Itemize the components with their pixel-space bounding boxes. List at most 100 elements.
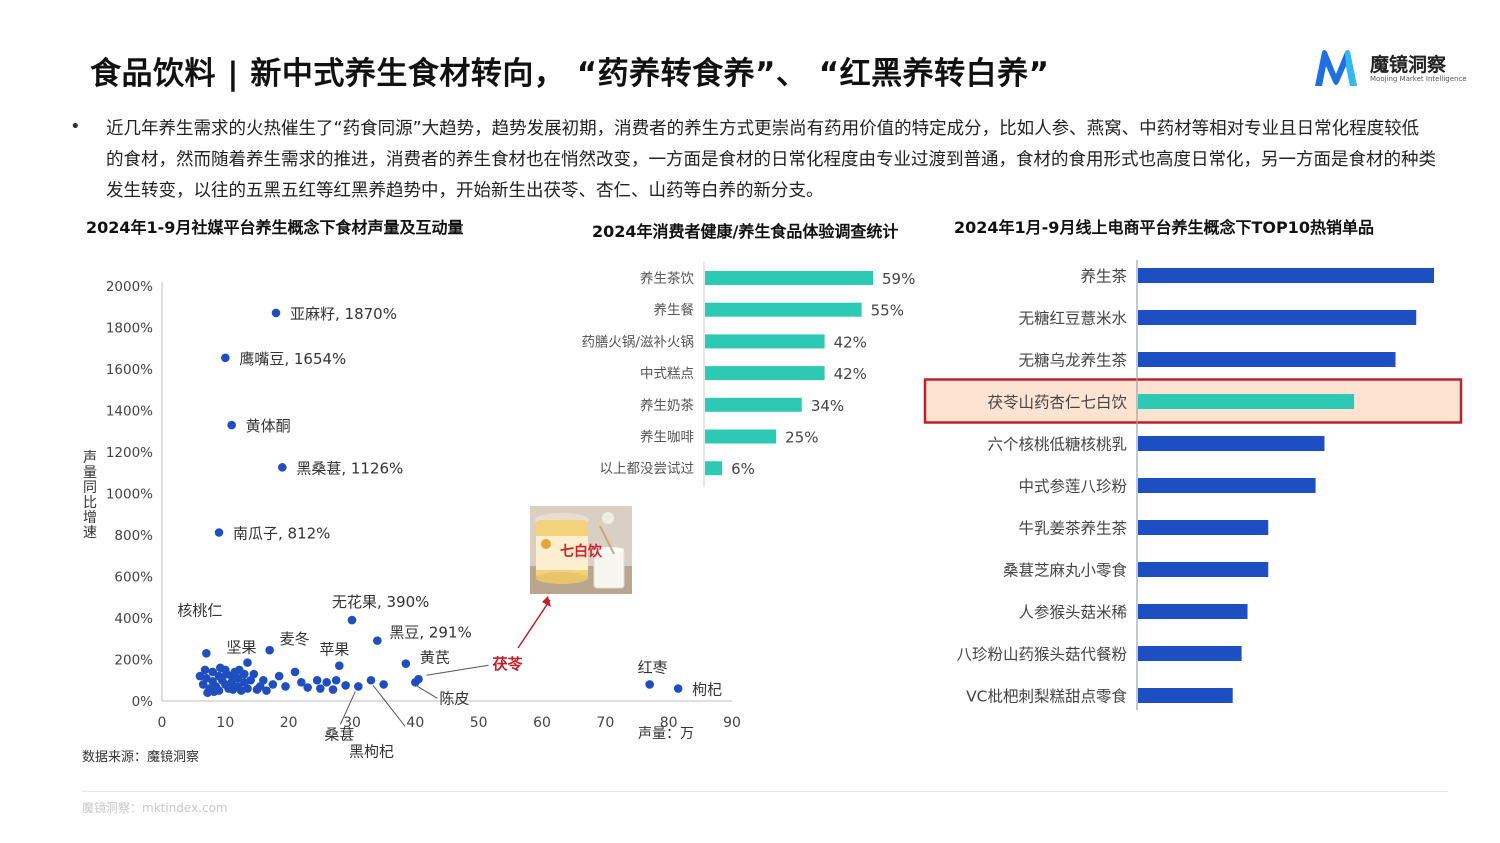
scatter-point-label: 坚果: [227, 639, 257, 657]
scatter-x-tick-label: 10: [216, 715, 234, 731]
scatter-point: [252, 685, 262, 694]
scatter-y-tick-label: 400%: [114, 611, 153, 627]
scatter-point: [335, 661, 344, 671]
scatter-point: [303, 683, 312, 692]
scatter-y-axis-label: 声量同比增速: [83, 450, 97, 541]
scatter-point-label: 黑桑葚, 1126%: [296, 459, 403, 477]
logo-mark-icon: [1315, 50, 1357, 86]
scatter-point: [202, 648, 211, 658]
product-photo-label: 七白饮: [560, 543, 603, 560]
scatter-point: [227, 678, 236, 687]
scatter-point: [221, 353, 230, 363]
top10-category-label: 无糖红豆薏米水: [1018, 310, 1127, 328]
highlight-arrow-line: [517, 599, 551, 649]
scatter-x-axis-label: 声量：万: [638, 726, 694, 742]
scatter-x-tick-label: 50: [470, 715, 488, 731]
scatter-point: [328, 685, 338, 694]
scatter-point: [401, 659, 411, 668]
scatter-point: [411, 678, 420, 687]
scatter-point-label: 核桃仁: [177, 601, 222, 619]
scatter-point-label: 陈皮: [439, 689, 469, 707]
scatter-x-tick-label: 70: [596, 715, 614, 731]
top10-bar: [1138, 520, 1269, 535]
scatter-point: [271, 308, 281, 318]
survey-category-label: 药膳火锅/滋补火锅: [581, 333, 694, 350]
scatter-point: [243, 684, 252, 693]
scatter-x-tick-label: 0: [158, 715, 167, 731]
scatter-y-tick-label: 1000%: [106, 487, 153, 503]
scatter-point: [265, 645, 274, 655]
scatter-point: [373, 636, 382, 645]
scatter-x-tick-label: 90: [723, 715, 741, 731]
scatter-point: [243, 658, 252, 667]
scatter-point: [222, 669, 231, 679]
scatter-point-label: 茯苓: [493, 655, 524, 673]
top10-bar: [1138, 478, 1316, 493]
scatter-point-label: 黑豆, 291%: [389, 624, 471, 642]
scatter-point-label: 亚麻籽, 1870%: [290, 305, 397, 323]
scatter-point: [208, 667, 217, 677]
scatter-point: [347, 615, 357, 625]
scatter-chart-title: 2024年1-9月社媒平台养生概念下食材声量及互动量: [86, 218, 464, 237]
scatter-point: [312, 675, 322, 685]
scatter-point-label: 黑枸杞: [349, 742, 394, 760]
footer-text: 魔镜洞察：mktindex.com: [82, 801, 228, 815]
scatter-point: [249, 669, 259, 679]
scatter-point: [228, 685, 238, 694]
scatter-point: [233, 673, 243, 683]
scatter-leader-line: [339, 691, 356, 725]
survey-bar: [705, 366, 825, 381]
scatter-y-tick-label: 800%: [114, 528, 153, 544]
scatter-y-tick-label: 2000%: [106, 279, 153, 295]
survey-bar: [705, 429, 777, 444]
top10-bar: [1138, 562, 1269, 577]
survey-chart-title: 2024年消费者健康/养生食品体验调查统计: [592, 222, 899, 241]
scatter-y-tick-label: 0%: [132, 694, 154, 710]
scatter-point: [259, 675, 268, 685]
scatter-point: [322, 678, 331, 687]
scatter-y-tick-label: 1600%: [106, 362, 153, 378]
scatter-point-label: 麦冬: [280, 630, 310, 648]
scatter-point: [281, 682, 290, 691]
top10-category-label: 人参猴头菇米稀: [1018, 604, 1127, 622]
scatter-point: [203, 688, 212, 697]
scatter-point-label: 苹果: [319, 641, 349, 659]
survey-value-label: 34%: [811, 397, 844, 415]
scatter-point-label: 无花果, 390%: [332, 593, 429, 611]
survey-value-label: 42%: [834, 333, 867, 351]
scatter-leader-line: [426, 664, 489, 676]
product-photo: 七白饮: [530, 506, 632, 594]
top10-bar: [1138, 688, 1233, 703]
scatter-point: [645, 680, 654, 689]
page-title: 食品饮料 | 新中式养生食材转向， “药养转食养”、 “红黑养转白养”: [90, 56, 1050, 92]
scatter-point: [227, 420, 236, 430]
scatter-point-label: 黄芪: [420, 649, 450, 667]
scatter-point: [209, 687, 219, 696]
survey-category-label: 养生餐: [654, 303, 695, 319]
top10-bar: [1138, 646, 1242, 661]
survey-value-label: 42%: [834, 365, 867, 383]
top10-category-label: 中式参莲八珍粉: [1018, 478, 1127, 496]
scatter-point: [215, 663, 225, 673]
top10-category-label: 养生茶: [1080, 268, 1127, 286]
scatter-point: [316, 684, 325, 693]
scatter-y-tick-label: 200%: [114, 653, 153, 669]
scatter-y-tick-label: 600%: [114, 570, 153, 586]
survey-bar: [705, 397, 802, 412]
logo-subtext: Moojing Market Intelligence: [1370, 75, 1467, 83]
scatter-point: [354, 682, 363, 691]
scatter-point-label: 枸杞: [692, 681, 722, 699]
scatter-x-tick-label: 40: [406, 715, 424, 731]
survey-value-label: 55%: [871, 302, 904, 320]
scatter-point-label: 红枣: [638, 658, 668, 676]
survey-bar: [705, 461, 723, 476]
survey-bar: [705, 271, 873, 285]
scatter-point: [262, 686, 271, 695]
scatter-point: [234, 665, 244, 675]
scatter-point: [673, 684, 683, 693]
survey-category-label: 养生茶饮: [640, 271, 694, 287]
scatter-point: [379, 680, 388, 689]
survey-bar: [705, 334, 825, 349]
scatter-point: [341, 681, 350, 690]
survey-value-label: 6%: [731, 460, 755, 478]
